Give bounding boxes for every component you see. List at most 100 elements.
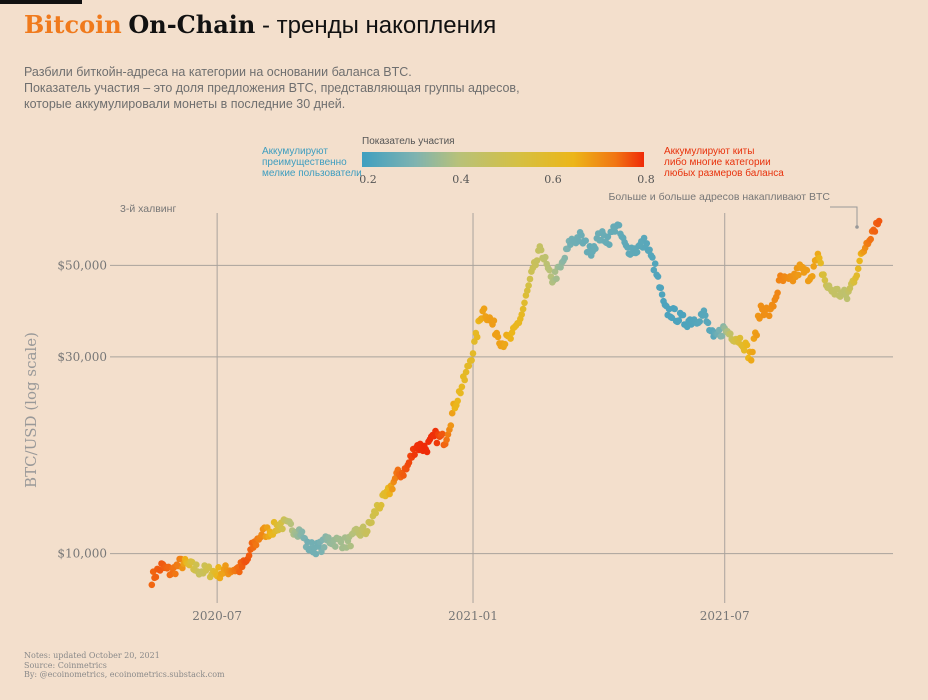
data-point bbox=[215, 564, 222, 571]
data-points bbox=[148, 217, 883, 589]
data-point bbox=[236, 568, 243, 576]
data-point bbox=[172, 570, 179, 578]
data-point bbox=[875, 217, 883, 225]
data-point bbox=[749, 348, 756, 356]
title-bitcoin: Bitcoin bbox=[24, 10, 122, 39]
data-point bbox=[795, 271, 802, 279]
data-point bbox=[727, 330, 734, 338]
data-point bbox=[817, 259, 824, 267]
data-point bbox=[675, 317, 683, 324]
data-point bbox=[423, 448, 431, 456]
legend-high-line: либо многие категории bbox=[664, 157, 771, 168]
data-point bbox=[820, 271, 827, 278]
data-point bbox=[867, 235, 874, 243]
data-point bbox=[507, 335, 514, 342]
grid-lines bbox=[110, 213, 893, 603]
data-point bbox=[533, 257, 541, 264]
data-point bbox=[359, 523, 367, 531]
data-point bbox=[702, 312, 709, 319]
data-point bbox=[650, 266, 658, 274]
data-point bbox=[386, 490, 393, 498]
data-point bbox=[465, 362, 473, 370]
data-point bbox=[252, 541, 260, 549]
data-point bbox=[148, 581, 156, 589]
data-point bbox=[525, 282, 532, 289]
data-point bbox=[679, 311, 687, 319]
data-point bbox=[519, 305, 527, 313]
y-tick-label: $50,000 bbox=[57, 258, 107, 272]
data-point bbox=[433, 439, 441, 447]
legend-low-line: Аккумулируют bbox=[262, 146, 328, 157]
data-point bbox=[816, 254, 823, 262]
annotations: 3-й халвинг Больше и больше адресов накап… bbox=[120, 191, 859, 229]
data-point bbox=[770, 303, 777, 310]
footer-notes: Notes: updated October 20, 2021 Source: … bbox=[24, 651, 225, 680]
data-point bbox=[325, 534, 332, 541]
data-point bbox=[332, 543, 339, 550]
subtitle: Разбили биткойн-адреса на категории на о… bbox=[24, 64, 520, 112]
subtitle-line: Разбили биткойн-адреса на категории на о… bbox=[24, 65, 412, 79]
data-point bbox=[582, 237, 589, 244]
data-point bbox=[372, 509, 380, 517]
data-point bbox=[633, 248, 641, 256]
legend-title: Показатель участия bbox=[362, 136, 455, 147]
data-point bbox=[524, 287, 531, 295]
data-point bbox=[454, 397, 462, 405]
data-point bbox=[468, 357, 475, 364]
y-tick-label: $30,000 bbox=[57, 350, 107, 364]
data-point bbox=[871, 228, 879, 235]
footer-line: Notes: updated October 20, 2021 bbox=[24, 651, 160, 660]
data-point bbox=[611, 228, 619, 235]
data-point bbox=[494, 333, 502, 341]
legend-tick: 0.8 bbox=[637, 173, 655, 186]
legend-low-line: мелкие пользователи bbox=[262, 168, 362, 179]
data-point bbox=[604, 233, 612, 241]
data-point bbox=[542, 253, 549, 261]
data-point bbox=[245, 552, 253, 559]
data-point bbox=[480, 305, 488, 313]
data-point bbox=[561, 254, 569, 262]
data-point bbox=[462, 368, 470, 376]
data-point bbox=[389, 485, 396, 493]
page-title: Bitcoin On-Chain - тренды накопления bbox=[24, 10, 496, 40]
data-point bbox=[740, 347, 748, 354]
legend-tick: 0.4 bbox=[452, 173, 470, 186]
subtitle-line: которые аккумулировали монеты в последни… bbox=[24, 97, 346, 111]
data-point bbox=[448, 409, 456, 417]
footer-line: By: @ecoinometrics, ecoinometrics.substa… bbox=[24, 670, 225, 679]
data-point bbox=[615, 221, 623, 229]
data-point bbox=[704, 319, 712, 327]
top-accent-bar bbox=[0, 0, 82, 4]
data-point bbox=[400, 472, 407, 479]
data-point bbox=[439, 430, 446, 438]
data-point bbox=[774, 289, 781, 297]
annotation-leader-line bbox=[830, 206, 858, 226]
data-point bbox=[649, 254, 656, 261]
data-point bbox=[457, 389, 464, 397]
data-point bbox=[347, 542, 354, 550]
x-tick-label: 2021-01 bbox=[448, 609, 498, 623]
data-point bbox=[337, 538, 345, 546]
data-point bbox=[391, 475, 399, 482]
legend-tick: 0.6 bbox=[544, 173, 562, 186]
data-point bbox=[658, 291, 666, 298]
title-on-chain: On-Chain bbox=[128, 10, 256, 39]
legend-low-label: Аккумулируют преимущественно мелкие поль… bbox=[262, 146, 362, 179]
data-point bbox=[578, 232, 585, 239]
data-point bbox=[193, 561, 200, 568]
subtitle-line: Показатель участия – это доля предложени… bbox=[24, 81, 520, 95]
halving-annotation: 3-й халвинг bbox=[120, 203, 176, 215]
axis-labels: $10,000 $30,000 $50,000 2020-07 2021-01 2021-… bbox=[22, 258, 750, 623]
data-point bbox=[473, 333, 481, 341]
data-point bbox=[364, 528, 371, 535]
data-point bbox=[696, 318, 703, 325]
x-tick-label: 2020-07 bbox=[192, 609, 242, 623]
data-point bbox=[443, 436, 450, 444]
data-point bbox=[368, 519, 375, 526]
data-point bbox=[501, 340, 509, 348]
y-tick-label: $10,000 bbox=[57, 547, 107, 561]
data-point bbox=[747, 357, 755, 364]
data-point bbox=[606, 241, 613, 248]
annotation-leader-dot bbox=[855, 225, 859, 229]
data-point bbox=[671, 305, 678, 313]
